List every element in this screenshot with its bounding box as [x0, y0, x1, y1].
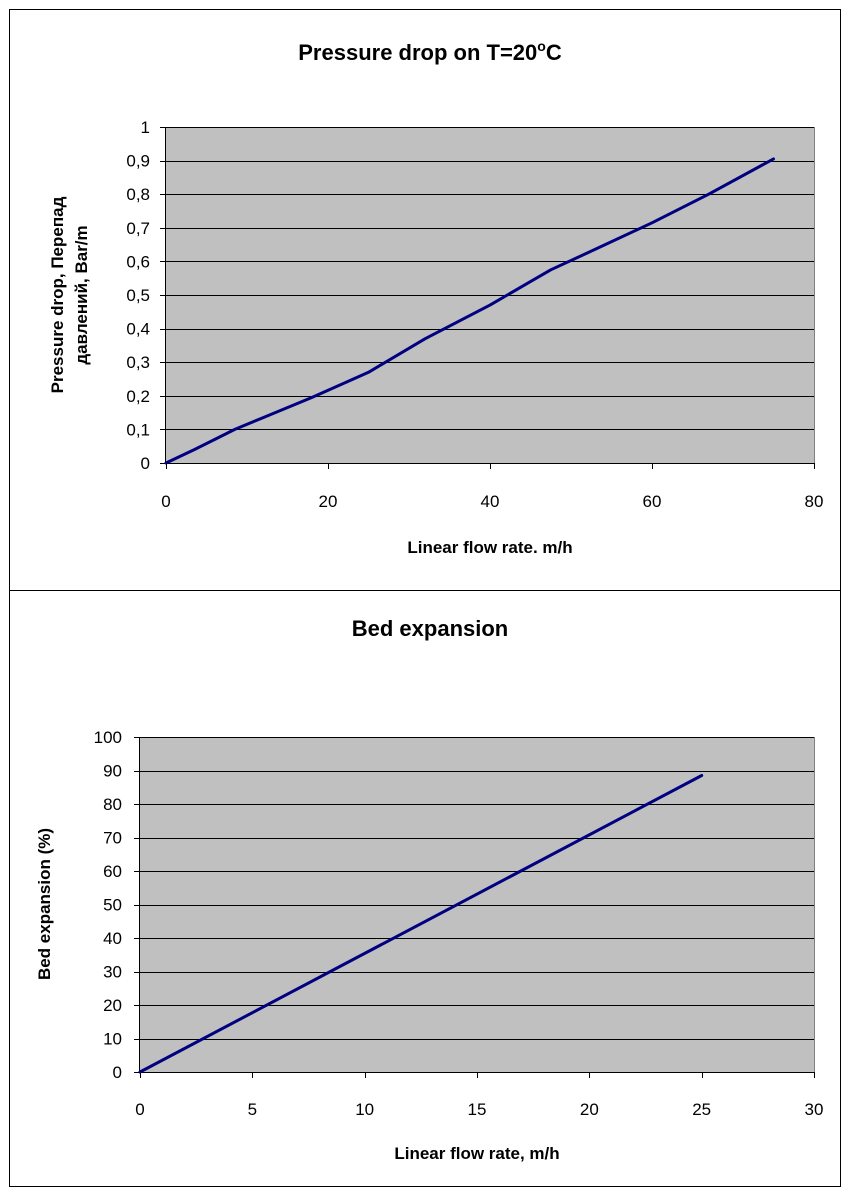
x-axis-title-2: Linear flow rate, m/h: [394, 1144, 559, 1163]
x-tick-label-2-3: 15: [468, 1100, 487, 1119]
y-tick-label-1-6: 0,6: [126, 252, 150, 271]
x-tick-label-1-3: 60: [643, 492, 662, 511]
y-tick-label-2-0: 0: [113, 1063, 122, 1082]
x-tick-label-1-4: 80: [805, 492, 824, 511]
x-tick-label-2-2: 10: [355, 1100, 374, 1119]
chart-title-suffix-1: C: [546, 40, 562, 65]
y-axis-title-1-line-0: Pressure drop, Перепад: [48, 196, 67, 393]
y-tick-label-1-8: 0,8: [126, 185, 150, 204]
y-tick-label-2-10: 100: [94, 728, 122, 747]
y-tick-label-2-5: 50: [103, 896, 122, 915]
x-axis-title-1: Linear flow rate. m/h: [407, 538, 572, 557]
y-axis-title-2-line-0: Bed expansion (%): [35, 828, 54, 980]
y-tick-label-1-7: 0,7: [126, 219, 150, 238]
chart-title-2: Bed expansion: [352, 616, 508, 641]
x-tick-label-2-0: 0: [135, 1100, 144, 1119]
y-tick-label-1-1: 0,1: [126, 420, 150, 439]
y-tick-label-1-9: 0,9: [126, 152, 150, 171]
x-tick-label-1-2: 40: [481, 492, 500, 511]
y-tick-label-2-9: 90: [103, 762, 122, 781]
y-tick-label-2-8: 80: [103, 795, 122, 814]
plot-area-2: [140, 737, 814, 1072]
series-line-1-0: [164, 157, 775, 465]
y-tick-label-1-4: 0,4: [126, 320, 150, 339]
x-tick-label-1-1: 20: [319, 492, 338, 511]
y-tick-label-1-0: 0: [141, 454, 150, 473]
y-tick-label-2-2: 20: [103, 996, 122, 1015]
x-tick-label-2-6: 30: [805, 1100, 824, 1119]
x-tick-label-2-4: 20: [580, 1100, 599, 1119]
y-tick-label-1-10: 1: [141, 118, 150, 137]
chart-title-1: Pressure drop on T=20oC: [298, 38, 562, 65]
series-line-2-0: [138, 774, 704, 1074]
x-tick-label-1-0: 0: [161, 492, 170, 511]
chart-title-superscript-1: o: [537, 38, 546, 54]
y-tick-label-1-2: 0,2: [126, 387, 150, 406]
y-axis-title-1-line-1: давлений, Bar/m: [72, 225, 91, 364]
y-tick-label-1-3: 0,3: [126, 353, 150, 372]
x-tick-label-2-1: 5: [248, 1100, 257, 1119]
y-tick-label-2-1: 10: [103, 1030, 122, 1049]
y-tick-label-1-5: 0,5: [126, 286, 150, 305]
y-tick-label-2-7: 70: [103, 829, 122, 848]
y-tick-label-2-3: 30: [103, 963, 122, 982]
x-tick-label-2-5: 25: [692, 1100, 711, 1119]
y-tick-label-2-4: 40: [103, 929, 122, 948]
y-tick-label-2-6: 60: [103, 862, 122, 881]
